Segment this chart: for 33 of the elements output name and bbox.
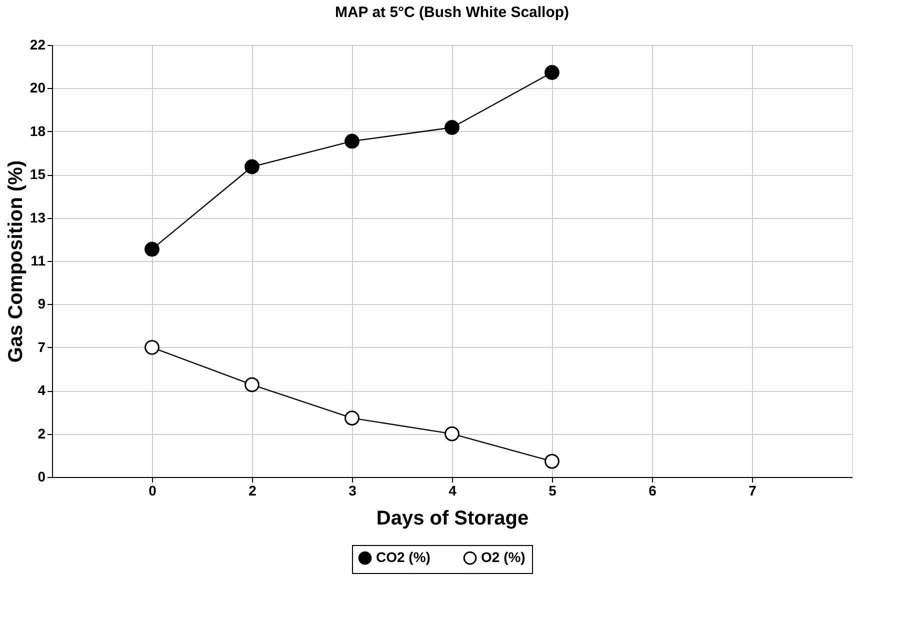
y-tick-label: 4 bbox=[38, 382, 46, 398]
x-tick-label: 6 bbox=[648, 482, 657, 498]
y-axis-title: Gas Composition (%) bbox=[4, 160, 27, 363]
y-tick-label: 15 bbox=[30, 166, 46, 182]
x-tick-label: 2 bbox=[248, 482, 257, 498]
point bbox=[244, 377, 260, 392]
x-tick-label: 5 bbox=[548, 482, 557, 498]
point bbox=[144, 340, 160, 355]
x-tick-label: 4 bbox=[448, 482, 457, 498]
y-tick-label: 13 bbox=[30, 209, 46, 226]
y-tick-label: 22 bbox=[30, 36, 46, 52]
legend-label: O2 (%) bbox=[481, 549, 526, 566]
chart-title: MAP at 5°C (Bush White Scallop) bbox=[334, 4, 570, 21]
x-tick-label: 0 bbox=[148, 482, 157, 498]
y-tick-label: 18 bbox=[30, 122, 46, 139]
legend-label: CO2 (%) bbox=[376, 549, 430, 566]
point bbox=[344, 410, 360, 426]
x-tick-label: 3 bbox=[348, 482, 357, 498]
y-tick-label: 9 bbox=[38, 296, 46, 312]
point bbox=[444, 426, 460, 442]
y-tick-label: 0 bbox=[38, 468, 46, 484]
point bbox=[344, 134, 360, 149]
point bbox=[444, 120, 460, 135]
y-tick-label: 11 bbox=[30, 252, 46, 268]
y-tick-label: 2 bbox=[38, 425, 46, 442]
y-tick-label: 20 bbox=[30, 80, 46, 96]
point bbox=[144, 242, 160, 257]
point bbox=[544, 65, 560, 80]
point bbox=[544, 454, 560, 469]
y-tick-label: 7 bbox=[38, 338, 46, 355]
x-tick-label: 7 bbox=[748, 482, 757, 498]
x-axis-title: Days of Storage bbox=[376, 508, 529, 530]
point bbox=[244, 159, 260, 174]
